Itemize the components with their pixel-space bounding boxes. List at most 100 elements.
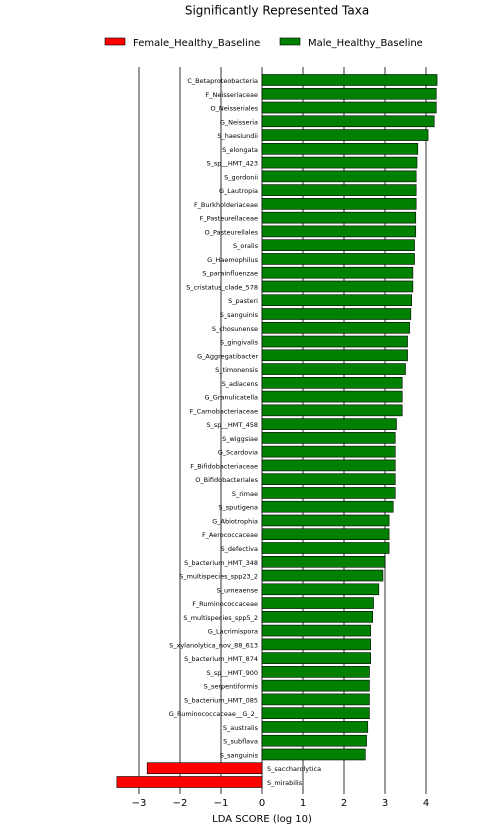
- bar: [261, 390, 403, 403]
- bar: [261, 321, 410, 334]
- bar: [261, 404, 403, 417]
- category-label: S_xylanolytica_nov_88_613: [169, 641, 258, 649]
- category-label: S_chosunense: [212, 325, 258, 333]
- bar: [261, 115, 435, 128]
- bar: [261, 294, 412, 307]
- category-label: O_Pasteurellales: [205, 228, 259, 236]
- bar: [261, 473, 396, 485]
- x-tick-label: 2: [341, 798, 347, 809]
- bar: [261, 721, 369, 733]
- bar: [261, 679, 370, 692]
- category-label: F_Bifidobacteriaceae: [190, 462, 258, 470]
- bar: [261, 638, 371, 651]
- bar: [261, 184, 417, 196]
- bar: [261, 266, 414, 279]
- x-tick-label: 0: [259, 798, 265, 809]
- bar: [261, 418, 397, 430]
- x-axis-label: LDA SCORE (log 10): [212, 814, 312, 825]
- bar: [261, 748, 366, 761]
- category-label: G_Neisseria: [220, 118, 258, 126]
- bar: [261, 487, 396, 499]
- bar: [261, 280, 414, 293]
- bar: [261, 583, 380, 596]
- bar: [261, 335, 408, 348]
- bar: [261, 445, 396, 458]
- category-label: F_Carnobacteriaceae: [190, 407, 258, 415]
- bar: [261, 624, 371, 637]
- category-label: S_elongata: [222, 146, 258, 154]
- category-label: S_mirabilis: [267, 779, 303, 787]
- bar: [261, 74, 438, 86]
- category-label: O_Neisseriales: [211, 105, 259, 113]
- bar: [261, 377, 403, 389]
- bar: [261, 542, 390, 554]
- category-label: S_serpentiformis: [204, 683, 259, 691]
- category-label: S_gingivalis: [220, 339, 259, 347]
- category-label: S_sp__HMT_423: [206, 160, 258, 168]
- category-label: G_Aggregatibacter: [197, 352, 258, 360]
- category-label: F_Pasteurellaceae: [200, 215, 258, 223]
- bar: [261, 459, 396, 472]
- category-label: S_sanguinis: [220, 751, 259, 759]
- category-label: S_australis: [223, 724, 259, 732]
- category-label: F_Aerococcaceae: [202, 531, 258, 539]
- category-label: S_bacterium_HMT_348: [184, 559, 258, 567]
- category-label: F_Neisseriaceae: [206, 91, 258, 99]
- bar: [261, 87, 437, 100]
- bar: [261, 707, 370, 719]
- category-label: S_cristatus_clade_578: [186, 283, 258, 291]
- category-label: S_defectiva: [220, 545, 258, 553]
- bar: [261, 514, 390, 527]
- legend-label: Female_Healthy_Baseline: [133, 38, 260, 49]
- legend-label: Male_Healthy_Baseline: [308, 38, 423, 49]
- category-label: G_Lacrimispora: [208, 628, 258, 636]
- category-label: S_adiacens: [222, 380, 259, 388]
- bar: [261, 569, 384, 582]
- bar: [261, 555, 386, 568]
- category-label: G_Granulicatella: [204, 394, 258, 402]
- x-tick-label: −3: [132, 798, 147, 809]
- category-label: S_bacterium_HMT_085: [184, 696, 258, 704]
- category-label: S_rimae: [232, 490, 258, 498]
- category-label: S_saccharolytica: [267, 765, 321, 773]
- category-label: S_parainfluenzae: [202, 270, 258, 278]
- category-label: F_Ruminococcaceae: [192, 600, 258, 608]
- legend-swatch: [279, 37, 301, 46]
- bar: [261, 143, 419, 155]
- category-label: G_Ruminococcaceae__G_2_: [169, 710, 259, 718]
- category-label: S_timonensis: [215, 366, 258, 374]
- bar: [261, 156, 418, 169]
- bar: [261, 253, 415, 265]
- x-tick-label: 3: [382, 798, 388, 809]
- bar: [261, 500, 394, 513]
- bar: [261, 528, 390, 541]
- category-label: S_sputigena: [218, 504, 258, 512]
- chart-title: Significantly Represented Taxa: [185, 4, 369, 18]
- bar: [261, 597, 374, 609]
- bar: [261, 611, 373, 623]
- bar: [261, 666, 370, 678]
- category-label: S_sanguinis: [220, 311, 259, 319]
- category-label: O_Bifidobacteriales: [195, 476, 258, 484]
- category-label: S_gordonii: [224, 173, 258, 181]
- bar: [261, 308, 412, 320]
- category-label: S_subflava: [223, 738, 258, 746]
- bar: [261, 198, 417, 210]
- category-label: C_Betaproteobacteria: [187, 77, 258, 85]
- legend-swatch: [104, 37, 126, 46]
- category-label: S_multispecies_spp23_2: [179, 573, 258, 581]
- category-label: S_umeaense: [217, 586, 258, 594]
- bar: [261, 432, 396, 444]
- bar: [146, 762, 263, 775]
- category-label: S_multispecies_spp5_2: [183, 614, 258, 622]
- category-label: S_sp__HMT_458: [206, 421, 258, 429]
- bar: [261, 225, 417, 238]
- bar: [261, 349, 408, 362]
- bar: [261, 170, 417, 183]
- bar: [261, 101, 437, 114]
- bar: [261, 734, 367, 747]
- category-label: G_Lautropia: [219, 187, 258, 195]
- bar: [261, 211, 417, 224]
- bar: [261, 652, 371, 664]
- category-label: G_Scardovia: [218, 449, 258, 457]
